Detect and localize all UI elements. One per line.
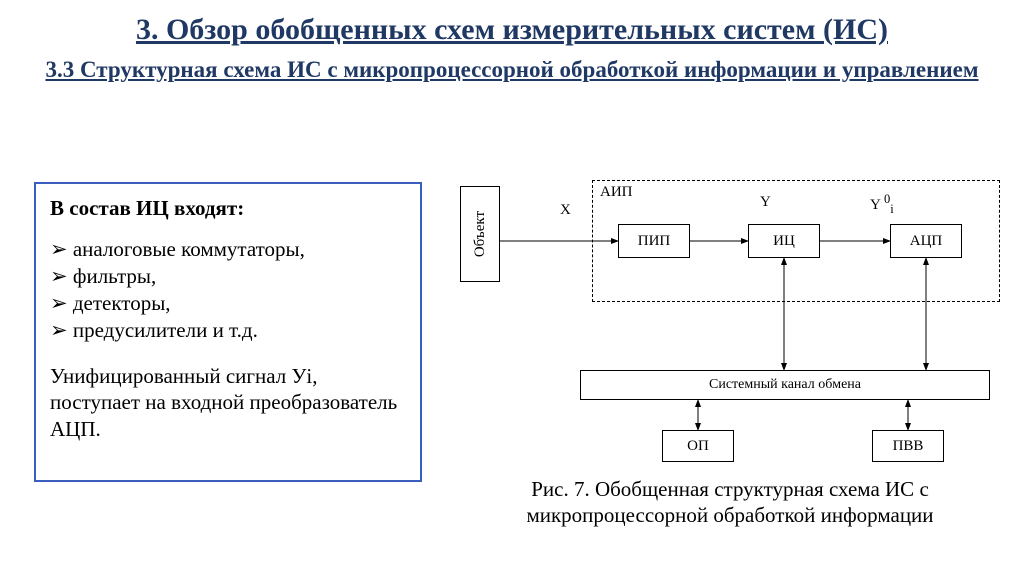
node-op-label: ОП — [687, 438, 709, 455]
node-acp: АЦП — [890, 224, 962, 258]
node-acp-label: АЦП — [910, 233, 943, 250]
leftbox-list: аналоговые коммутаторы, фильтры, детекто… — [50, 237, 406, 343]
node-pvv: ПВВ — [872, 430, 944, 462]
y0i-label: Y 0i — [870, 192, 894, 217]
diagram-region: Объект АИП X Y Y 0i ПИП ИЦ АЦП Системный… — [450, 174, 1010, 474]
content-area: В состав ИЦ входят: аналоговые коммутато… — [0, 174, 1024, 574]
node-bus-label: Системный канал обмена — [709, 377, 861, 393]
list-item: предусилители и т.д. — [50, 318, 406, 343]
y-label: Y — [760, 194, 771, 211]
leftbox-paragraph: Унифицированный сигнал Уi, поступает на … — [50, 363, 406, 442]
node-ic: ИЦ — [748, 224, 820, 258]
node-op: ОП — [662, 430, 734, 462]
x-label: X — [560, 202, 571, 219]
node-pip: ПИП — [618, 224, 690, 258]
sub-title: 3.3 Структурная схема ИС с микропроцессо… — [0, 56, 1024, 84]
left-info-box: В состав ИЦ входят: аналоговые коммутато… — [34, 182, 422, 482]
list-item: фильтры, — [50, 264, 406, 289]
node-ic-label: ИЦ — [773, 233, 795, 250]
node-pip-label: ПИП — [638, 233, 671, 250]
figure-caption: Рис. 7. Обобщенная структурная схема ИС … — [450, 476, 1010, 529]
aip-label: АИП — [600, 184, 633, 201]
node-object: Объект — [460, 186, 500, 282]
leftbox-heading: В состав ИЦ входят: — [50, 196, 406, 221]
list-item: аналоговые коммутаторы, — [50, 237, 406, 262]
node-object-label: Объект — [472, 211, 489, 257]
main-title: 3. Обзор обобщенных схем измерительных с… — [0, 0, 1024, 48]
node-bus: Системный канал обмена — [580, 370, 990, 400]
list-item: детекторы, — [50, 291, 406, 316]
node-pvv-label: ПВВ — [893, 438, 924, 455]
